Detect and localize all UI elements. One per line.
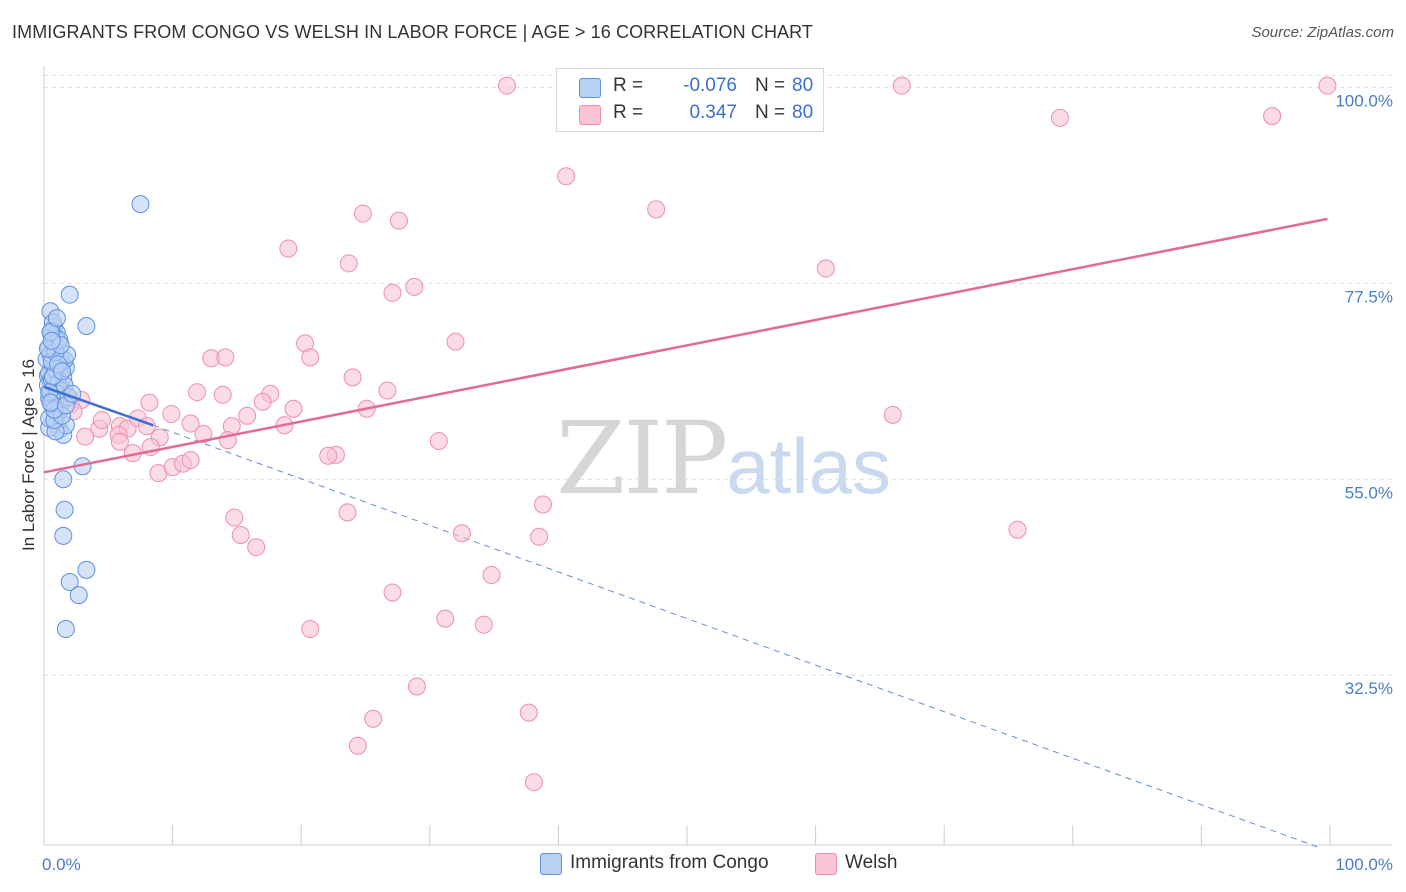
grid-lines [44,75,1392,675]
welsh-point [141,394,158,411]
x-tick-label-min: 0.0% [42,855,81,874]
welsh-point [884,406,901,423]
welsh-point [1009,521,1026,538]
welsh-point [349,737,366,754]
welsh-swatch [579,105,601,125]
congo-swatch [579,78,601,98]
welsh-point [384,584,401,601]
congo-point [55,471,72,488]
welsh-r-label: R = [613,102,643,124]
welsh-point [430,432,447,449]
welsh-r-value: 0.347 [649,102,737,124]
welsh-point [483,567,500,584]
correlation-legend: R = -0.076 N = 80 R = 0.347 N = 80 [556,68,824,132]
welsh-point [817,260,834,277]
welsh-point [558,168,575,185]
welsh-point [239,407,256,424]
congo-point [78,561,95,578]
y-tick-label: 100.0% [1335,91,1393,110]
y-tick-label: 77.5% [1345,287,1393,306]
welsh-point [182,452,199,469]
welsh-point [365,710,382,727]
welsh-point [248,539,265,556]
welsh-point [534,496,551,513]
welsh-n-value: 80 [792,102,813,124]
axes [44,66,1392,845]
bottom-congo-label: Immigrants from Congo [570,852,769,874]
welsh-point [384,284,401,301]
welsh-point [408,678,425,695]
bottom-welsh-swatch [815,853,837,875]
welsh-point [520,704,537,721]
welsh-point [1319,77,1336,94]
y-axis-label: In Labor Force | Age > 16 [19,359,38,551]
welsh-point [531,528,548,545]
congo-n-value: 80 [792,75,813,97]
welsh-point [648,201,665,218]
welsh-point [340,255,357,272]
welsh-point [302,349,319,366]
welsh-point [498,77,515,94]
welsh-point [280,240,297,257]
congo-point [55,527,72,544]
welsh-point [379,382,396,399]
congo-point [70,587,87,604]
welsh-point [453,525,470,542]
welsh-point [390,212,407,229]
welsh-point [77,428,94,445]
congo-point [61,286,78,303]
congo-point [42,394,59,411]
welsh-point [475,616,492,633]
congo-r-label: R = [613,75,643,97]
scatter-chart: 32.5% 55.0% 77.5% 100.0% 0.0% 100.0% In Labor… [0,0,1406,892]
x-tick-label-max: 100.0% [1335,855,1393,874]
welsh-point [893,77,910,94]
welsh-point [344,369,361,386]
welsh-point [254,393,271,410]
welsh-point [93,412,110,429]
congo-point [132,196,149,213]
bottom-congo-swatch [540,853,562,875]
congo-point [56,501,73,518]
welsh-point [285,400,302,417]
congo-point [57,621,74,638]
congo-trend-dashed [153,425,1317,846]
congo-point [54,363,71,380]
welsh-point [214,386,231,403]
welsh-trend-line [44,219,1327,472]
congo-r-value: -0.076 [649,75,737,97]
congo-point [43,332,60,349]
welsh-point [217,349,234,366]
trend-lines [44,219,1327,472]
welsh-point [339,504,356,521]
welsh-point [406,278,423,295]
tick-labels: 32.5% 55.0% 77.5% 100.0% 0.0% 100.0% [42,91,1393,874]
welsh-point [1051,109,1068,126]
y-tick-label: 32.5% [1345,679,1393,698]
welsh-point [1264,108,1281,125]
y-tick-label: 55.0% [1345,483,1393,502]
welsh-point [437,610,454,627]
welsh-point [226,509,243,526]
welsh-point [189,384,206,401]
congo-point [48,310,65,327]
welsh-point [163,405,180,422]
welsh-n-label: N = [755,102,785,124]
welsh-point [232,527,249,544]
congo-trend-extension [153,425,1317,846]
welsh-point [525,774,542,791]
congo-point [78,318,95,335]
congo-n-label: N = [755,75,785,97]
welsh-point [320,447,337,464]
welsh-point [447,333,464,350]
bottom-welsh-label: Welsh [845,852,897,874]
welsh-point [354,205,371,222]
welsh-point [302,621,319,638]
